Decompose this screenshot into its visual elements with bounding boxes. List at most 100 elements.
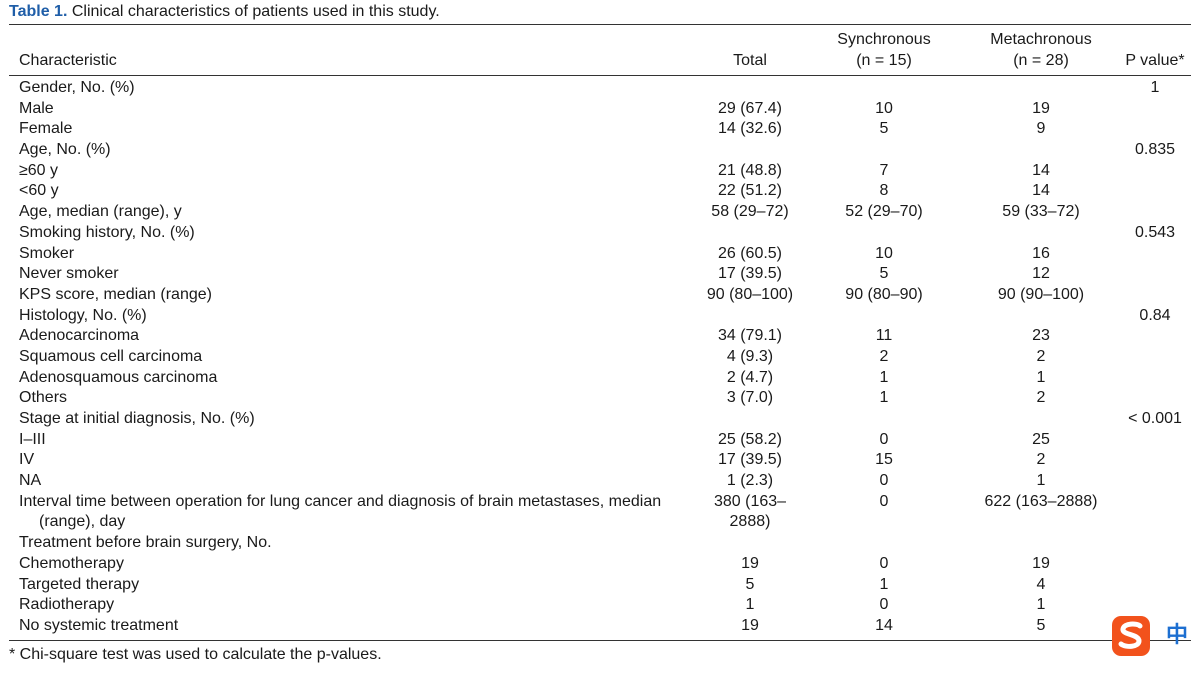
table-row: Never smoker 17 (39.5) 5 12 bbox=[0, 264, 1192, 285]
cell-p-value: 0.84 bbox=[1139, 306, 1171, 324]
cell-p-value: 0.835 bbox=[1134, 141, 1176, 159]
cell-characteristic: Gender, No. (%) bbox=[19, 79, 135, 96]
cell-total: 1 (2.3) bbox=[726, 472, 774, 490]
header-metachronous-title: Metachronous bbox=[990, 31, 1092, 48]
cell-characteristic: Adenocarcinoma bbox=[19, 327, 140, 345]
table-header-rule bbox=[9, 75, 1191, 76]
cell-characteristic: KPS score, median (range) bbox=[19, 285, 212, 303]
cell-characteristic: Smoking history, No. (%) bbox=[19, 223, 195, 241]
cell-metachronous: 9 bbox=[1036, 120, 1046, 138]
table-bottom-rule bbox=[9, 640, 1191, 641]
table-footnote: * Chi-square test was used to calculate … bbox=[9, 646, 382, 663]
cell-metachronous: 622 (163–2888) bbox=[984, 492, 1098, 510]
cell-total: 22 (51.2) bbox=[717, 182, 783, 200]
cell-metachronous: 19 bbox=[1032, 99, 1050, 117]
cell-characteristic: NA bbox=[19, 472, 42, 490]
cell-metachronous: 16 bbox=[1032, 244, 1050, 262]
cell-metachronous: 2 bbox=[1036, 389, 1046, 407]
cell-characteristic: Chemotherapy bbox=[19, 554, 124, 572]
cell-metachronous: 19 bbox=[1032, 554, 1050, 572]
header-characteristic: Characteristic bbox=[19, 52, 117, 69]
cell-synchronous: 10 bbox=[875, 244, 893, 262]
table-row: Treatment before brain surgery, No. bbox=[0, 533, 1192, 554]
table-row: Histology, No. (%) 0.84 bbox=[0, 306, 1192, 327]
cell-metachronous: 1 bbox=[1036, 368, 1046, 386]
cell-synchronous: 1 bbox=[879, 368, 889, 386]
ime-mode-indicator[interactable]: 中 bbox=[1165, 623, 1188, 648]
cell-total: 17 (39.5) bbox=[717, 265, 783, 283]
cell-synchronous: 1 bbox=[879, 389, 889, 407]
table-row: Chemotherapy 19 0 19 bbox=[0, 554, 1192, 575]
cell-total: 19 bbox=[741, 554, 759, 572]
table-row: Adenocarcinoma 34 (79.1) 11 23 bbox=[0, 326, 1192, 347]
cell-characteristic: Age, median (range), y bbox=[19, 203, 182, 221]
table-caption-label: Table 1. bbox=[9, 3, 68, 20]
cell-synchronous: 14 bbox=[875, 616, 893, 634]
table-row: ≥60 y 21 (48.8) 7 14 bbox=[0, 161, 1192, 182]
header-metachronous: Metachronous (n = 28) bbox=[970, 29, 1112, 71]
cell-p-value: 0.543 bbox=[1134, 223, 1176, 241]
table-row: Smoker 26 (60.5) 10 16 bbox=[0, 244, 1192, 265]
cell-characteristic: <60 y bbox=[19, 182, 59, 200]
cell-characteristic: ≥60 y bbox=[19, 161, 59, 179]
header-p-value: P value* bbox=[1125, 52, 1185, 69]
table-row: I–III 25 (58.2) 0 25 bbox=[0, 430, 1192, 451]
cell-total: 14 (32.6) bbox=[717, 120, 783, 138]
table-top-rule bbox=[9, 24, 1191, 25]
cell-characteristic: Smoker bbox=[19, 244, 75, 262]
table-row: No systemic treatment 19 14 5 bbox=[0, 616, 1192, 637]
cell-total: 5 bbox=[745, 575, 755, 593]
table-header: Characteristic Total Synchronous (n = 15… bbox=[0, 29, 1192, 73]
cell-characteristic: I–III bbox=[19, 430, 46, 448]
table-row: Female 14 (32.6) 5 9 bbox=[0, 119, 1192, 140]
table-row: IV 17 (39.5) 15 2 bbox=[0, 450, 1192, 471]
sogou-ime-icon[interactable] bbox=[1110, 614, 1158, 658]
cell-synchronous: 0 bbox=[879, 492, 889, 510]
cell-characteristic: Others bbox=[19, 389, 68, 407]
table-row: Targeted therapy 5 1 4 bbox=[0, 575, 1192, 596]
cell-characteristic-line2: (range), day bbox=[39, 513, 126, 531]
cell-total-line2: 2888) bbox=[729, 513, 771, 531]
table-row: Squamous cell carcinoma 4 (9.3) 2 2 bbox=[0, 347, 1192, 368]
cell-synchronous: 7 bbox=[879, 161, 889, 179]
table-row: Male 29 (67.4) 10 19 bbox=[0, 99, 1192, 120]
cell-total: 90 (80–100) bbox=[706, 285, 794, 303]
table-row: <60 y 22 (51.2) 8 14 bbox=[0, 181, 1192, 202]
table-row: Gender, No. (%) 1 bbox=[0, 78, 1192, 99]
cell-metachronous: 5 bbox=[1036, 616, 1046, 634]
cell-synchronous: 0 bbox=[879, 596, 889, 614]
cell-synchronous: 0 bbox=[879, 472, 889, 490]
cell-characteristic: Squamous cell carcinoma bbox=[19, 347, 203, 365]
cell-metachronous: 12 bbox=[1032, 265, 1050, 283]
cell-total: 34 (79.1) bbox=[717, 327, 783, 345]
table-row: Smoking history, No. (%) 0.543 bbox=[0, 223, 1192, 244]
table-row: Adenosquamous carcinoma 2 (4.7) 1 1 bbox=[0, 368, 1192, 389]
cell-characteristic: No systemic treatment bbox=[19, 616, 179, 634]
cell-total: 26 (60.5) bbox=[717, 244, 783, 262]
cell-synchronous: 0 bbox=[879, 430, 889, 448]
header-synchronous-count: (n = 15) bbox=[856, 52, 912, 69]
cell-synchronous: 8 bbox=[879, 182, 889, 200]
cell-metachronous: 2 bbox=[1036, 347, 1046, 365]
cell-characteristic: Never smoker bbox=[19, 265, 119, 283]
cell-total: 19 bbox=[741, 616, 759, 634]
cell-metachronous: 59 (33–72) bbox=[1002, 203, 1080, 221]
table-caption-text: Clinical characteristics of patients use… bbox=[67, 3, 440, 20]
table-caption: Table 1. Clinical characteristics of pat… bbox=[9, 2, 440, 22]
cell-total: 58 (29–72) bbox=[711, 203, 789, 221]
table-body: Gender, No. (%) 1 Male 29 (67.4) 10 19 Female 1… bbox=[0, 78, 1192, 637]
cell-metachronous: 2 bbox=[1036, 451, 1046, 469]
cell-total: 380 (163– 2888) bbox=[690, 492, 810, 533]
cell-characteristic: Treatment before brain surgery, No. bbox=[19, 534, 272, 552]
cell-total: 17 (39.5) bbox=[717, 451, 783, 469]
cell-characteristic: Male bbox=[19, 99, 54, 117]
table-row: Interval time between operation for lung… bbox=[0, 492, 1192, 533]
cell-characteristic: Female bbox=[19, 120, 73, 138]
table-row: KPS score, median (range) 90 (80–100) 90 (… bbox=[0, 285, 1192, 306]
cell-characteristic: Stage at initial diagnosis, No. (%) bbox=[19, 410, 255, 427]
cell-characteristic-line1: Interval time between operation for lung… bbox=[19, 492, 662, 510]
cell-p-value: 1 bbox=[1150, 79, 1160, 96]
cell-synchronous: 10 bbox=[875, 99, 893, 117]
table-row: Stage at initial diagnosis, No. (%) < 0.0… bbox=[0, 409, 1192, 430]
cell-characteristic: Radiotherapy bbox=[19, 596, 115, 614]
